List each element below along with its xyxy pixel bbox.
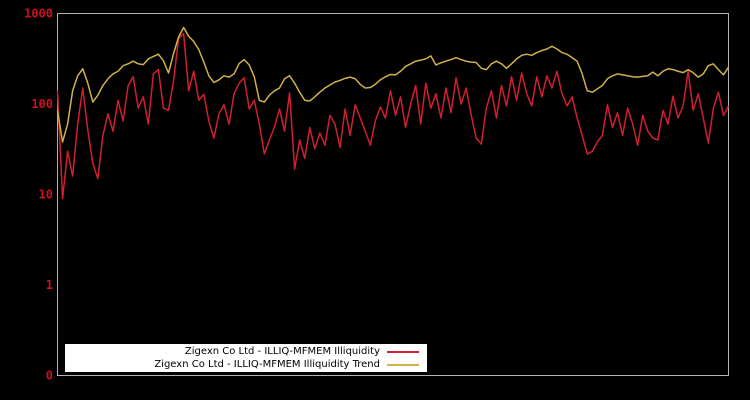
series-line-0: [56, 32, 730, 200]
legend-label-illiquidity: Zigexn Co Ltd - ILLIQ-MFMEM Illiquidity: [184, 346, 380, 357]
legend-label-illiquidity-trend: Zigexn Co Ltd - ILLIQ-MFMEM Illiquidity …: [154, 359, 380, 370]
y-tick-label: 1: [46, 278, 53, 292]
y-tick-label: 0: [46, 369, 53, 383]
legend-sample-1: [387, 363, 419, 366]
series-line-1: [56, 26, 730, 143]
y-tick-label: 1000: [24, 7, 53, 21]
y-tick-label: 10: [39, 188, 53, 202]
legend-sample-0: [387, 350, 419, 353]
plot-frame: [57, 13, 729, 376]
chart-legend: Zigexn Co Ltd - ILLIQ-MFMEM Illiquidity …: [65, 344, 427, 372]
legend-row-illiquidity-trend: Zigexn Co Ltd - ILLIQ-MFMEM Illiquidity …: [69, 358, 419, 371]
legend-row-illiquidity: Zigexn Co Ltd - ILLIQ-MFMEM Illiquidity: [69, 345, 419, 358]
y-tick-label: 100: [31, 97, 53, 111]
